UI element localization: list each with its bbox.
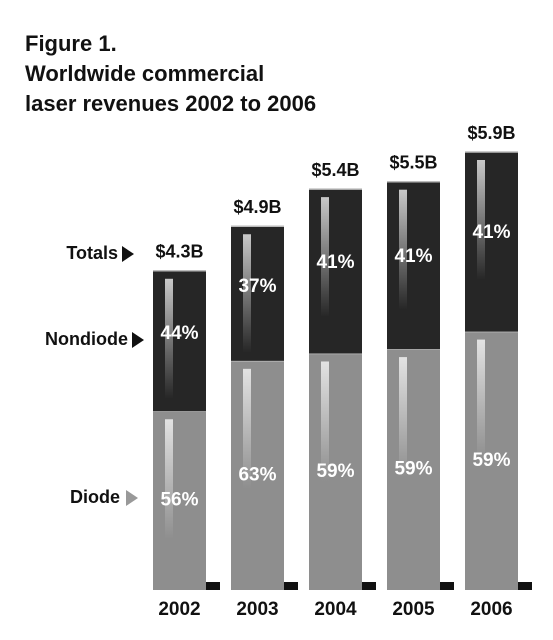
x-tick-label: 2005: [392, 599, 435, 620]
total-label: $4.3B: [155, 242, 203, 262]
bar-segment: [465, 152, 518, 332]
value-label: 41%: [394, 246, 432, 267]
totals-label: Totals: [66, 243, 118, 263]
chart-title: Figure 1.: [25, 31, 117, 56]
bar-segment: [231, 226, 284, 361]
highlight: [165, 419, 173, 540]
arrow: [126, 490, 138, 506]
highlight: [477, 160, 485, 280]
highlight: [243, 234, 251, 353]
arrow: [122, 246, 134, 262]
value-label: 37%: [238, 276, 276, 297]
highlight: [243, 368, 251, 489]
bar-segment: [231, 360, 284, 590]
bar-segment: [387, 181, 440, 350]
bar-shadow: [284, 582, 298, 590]
highlight: [321, 361, 329, 482]
arrow: [132, 332, 144, 348]
chart-title: Worldwide commercial: [25, 61, 264, 86]
total-label: $5.9B: [467, 123, 515, 143]
x-tick-label: 2006: [470, 599, 512, 620]
highlight: [399, 189, 407, 310]
value-label: 59%: [316, 461, 354, 482]
highlight: [399, 357, 407, 478]
value-label: 56%: [160, 490, 198, 511]
value-label: 41%: [316, 252, 354, 273]
highlight: [165, 278, 173, 399]
bar-segment: [153, 270, 206, 412]
highlight: [477, 339, 485, 460]
bar-shadow: [362, 582, 376, 590]
bar-segment: [309, 353, 362, 590]
value-label: 63%: [238, 464, 276, 485]
value-label: 41%: [472, 222, 510, 243]
bar-shadow: [518, 582, 532, 590]
bar-shadow: [206, 582, 220, 590]
x-tick-label: 2004: [314, 599, 357, 620]
total-label: $4.9B: [233, 197, 281, 217]
bar-shadow: [440, 582, 454, 590]
x-tick-label: 2003: [236, 599, 278, 620]
value-label: 44%: [160, 323, 198, 344]
value-label: 59%: [472, 450, 510, 471]
bar-segment: [387, 349, 440, 590]
legend-label: Nondiode: [45, 329, 128, 349]
bar-segment: [465, 331, 518, 590]
total-label: $5.5B: [389, 152, 437, 172]
total-label: $5.4B: [311, 160, 359, 180]
chart-title: laser revenues 2002 to 2006: [25, 91, 316, 116]
legend-label: Diode: [70, 487, 120, 507]
bar-segment: [153, 411, 206, 590]
value-label: 59%: [394, 459, 432, 480]
x-tick-label: 2002: [158, 599, 200, 620]
highlight: [321, 197, 329, 318]
bar-segment: [309, 189, 362, 354]
